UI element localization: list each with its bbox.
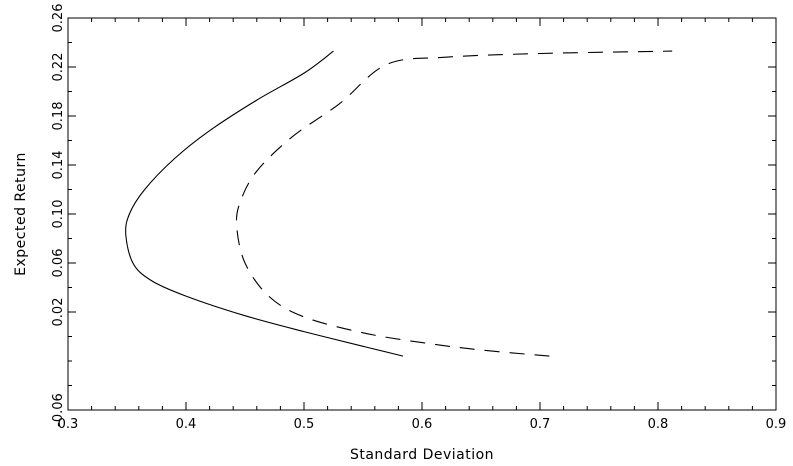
x-tick-label: 0.6 [412, 417, 433, 432]
y-tick-label: 0.10 [51, 200, 66, 229]
y-tick-label: 0.18 [51, 102, 66, 131]
axis-ticks [67, 17, 777, 411]
y-tick-label: 0.02 [51, 298, 66, 327]
y-tick-label: 0.26 [51, 4, 66, 33]
x-tick-label: 0.4 [176, 417, 197, 432]
plot-frame [67, 17, 777, 411]
x-tick-label: 0.9 [766, 417, 787, 432]
x-axis-title: Standard Deviation [350, 447, 494, 463]
x-tick-label: 0.5 [294, 417, 315, 432]
y-tick-label: 0.22 [51, 53, 66, 82]
axis-tick-labels: 0.3 0.4 0.5 0.6 0.7 0.8 0.9 -0.06 0.02 0.06 0.10 0.… [51, 4, 786, 432]
y-tick-label: 0.06 [51, 249, 66, 278]
series-layer [125, 50, 673, 357]
x-tick-label: 0.3 [58, 417, 79, 432]
y-tick-label: -0.06 [51, 393, 66, 427]
y-tick-label: 0.14 [51, 151, 66, 180]
x-tick-label: 0.7 [530, 417, 551, 432]
solid-frontier-line [125, 50, 404, 357]
x-tick-label: 0.8 [648, 417, 669, 432]
dashed-frontier-line [235, 50, 673, 357]
y-axis-title: Expected Return [13, 152, 29, 276]
